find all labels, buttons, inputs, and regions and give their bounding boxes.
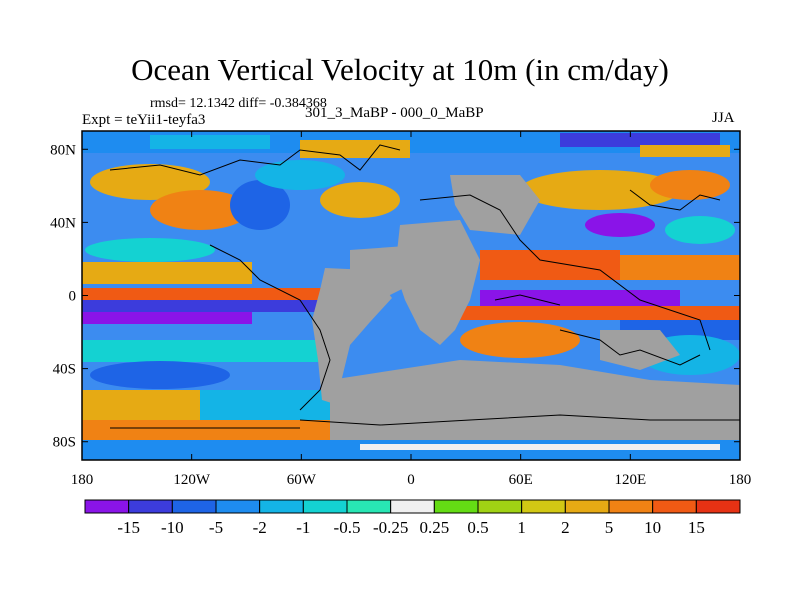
lat-axis: 80N 40N 0 40S 80S <box>50 142 740 451</box>
rmsd-diff-stats: rmsd= 12.1342 diff= -0.384368 <box>150 96 327 111</box>
colorbar-swatch <box>346 499 392 514</box>
lat-tick-label: 0 <box>69 289 77 305</box>
coastlines <box>109 144 740 429</box>
colorbar-swatch <box>695 499 741 514</box>
lon-tick-label: 120W <box>173 472 211 488</box>
colorbar-swatch <box>608 499 654 514</box>
colorbar-label: -0.25 <box>373 518 408 537</box>
colorbar: -15 -10 -5 -2 -1 -0.5 -0.25 0.25 0.5 1 2 5 10 15 <box>84 499 741 537</box>
colorbar-label: -5 <box>209 518 223 537</box>
colorbar-swatch <box>564 499 610 514</box>
colorbar-label: -1 <box>296 518 310 537</box>
land-masks <box>312 175 740 440</box>
colorbar-label: -0.5 <box>334 518 361 537</box>
lon-tick-label: 60W <box>287 472 317 488</box>
lon-tick-label: 180 <box>729 472 752 488</box>
colorbar-label: -2 <box>253 518 267 537</box>
colorbar-swatch <box>84 499 130 514</box>
lat-tick-label: 80N <box>50 142 76 158</box>
comparison-label: 301_3_MaBP - 000_0_MaBP <box>305 105 484 121</box>
plot-title: Ocean Vertical Velocity at 10m (in cm/da… <box>131 52 669 87</box>
lat-tick-label: 40N <box>50 215 76 231</box>
experiment-label: Expt = teYii1-teyfa3 <box>82 112 206 128</box>
colorbar-swatch <box>477 499 523 514</box>
colorbar-label: 1 <box>517 518 526 537</box>
colorbar-swatch <box>215 499 261 514</box>
colorbar-label: 15 <box>688 518 705 537</box>
colorbar-label: -15 <box>117 518 140 537</box>
colorbar-label: 5 <box>605 518 614 537</box>
lon-tick-label: 60E <box>509 472 533 488</box>
colorbar-swatch <box>128 499 173 514</box>
colorbar-label: -10 <box>161 518 184 537</box>
velocity-field <box>82 131 740 460</box>
colorbar-swatch <box>302 499 348 514</box>
colorbar-label: 2 <box>561 518 570 537</box>
lon-axis: 180 120W 60W 0 60E 120E 180 <box>71 131 752 488</box>
lon-tick-label: 180 <box>71 472 94 488</box>
lat-tick-label: 40S <box>53 362 76 378</box>
colorbar-swatch <box>521 499 566 514</box>
colorbar-swatch <box>390 499 435 514</box>
colorbar-label: 10 <box>644 518 661 537</box>
colorbar-swatch <box>433 499 479 514</box>
colorbar-label: 0.25 <box>419 518 449 537</box>
colorbar-swatch <box>652 499 697 514</box>
colorbar-swatch <box>171 499 217 514</box>
colorbar-swatch <box>259 499 304 514</box>
colorbar-label: 0.5 <box>467 518 488 537</box>
season-label: JJA <box>712 110 735 126</box>
lon-tick-label: 120E <box>614 472 646 488</box>
lon-tick-label: 0 <box>407 472 415 488</box>
lat-tick-label: 80S <box>53 435 76 451</box>
